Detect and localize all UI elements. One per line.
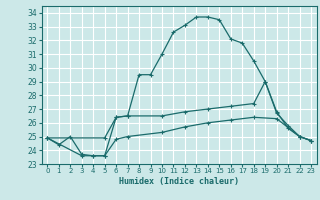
- X-axis label: Humidex (Indice chaleur): Humidex (Indice chaleur): [119, 177, 239, 186]
